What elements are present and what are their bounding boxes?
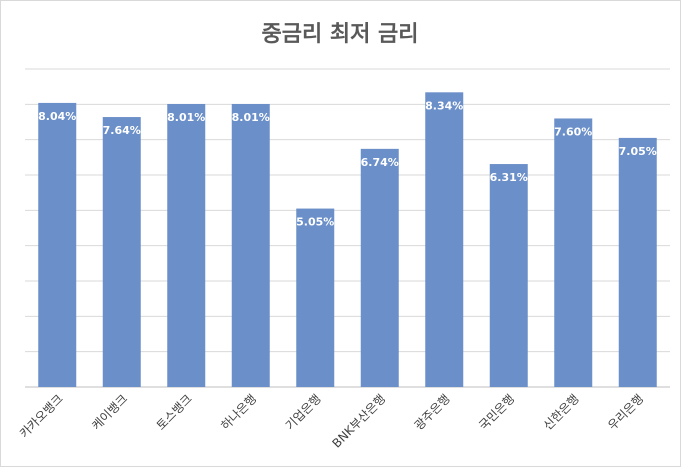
data-label: 8.01% bbox=[232, 111, 270, 124]
data-label: 7.60% bbox=[554, 125, 592, 138]
bar bbox=[489, 164, 528, 387]
data-label: 7.05% bbox=[619, 145, 657, 158]
bar bbox=[38, 102, 77, 388]
bar bbox=[360, 148, 399, 387]
chart-title: 중금리 최저 금리 bbox=[262, 22, 419, 47]
bar bbox=[102, 117, 141, 387]
data-label: 5.05% bbox=[296, 216, 334, 229]
bar bbox=[167, 103, 206, 387]
bar bbox=[425, 92, 464, 387]
bar bbox=[231, 103, 270, 387]
data-label: 8.04% bbox=[38, 110, 76, 123]
data-label: 6.31% bbox=[490, 171, 528, 184]
data-label: 8.34% bbox=[425, 99, 463, 112]
bar bbox=[618, 137, 657, 387]
bar bbox=[296, 208, 335, 387]
data-label: 6.74% bbox=[361, 156, 399, 169]
data-label: 8.01% bbox=[167, 111, 205, 124]
bar bbox=[554, 118, 593, 387]
data-label: 7.64% bbox=[103, 124, 141, 137]
